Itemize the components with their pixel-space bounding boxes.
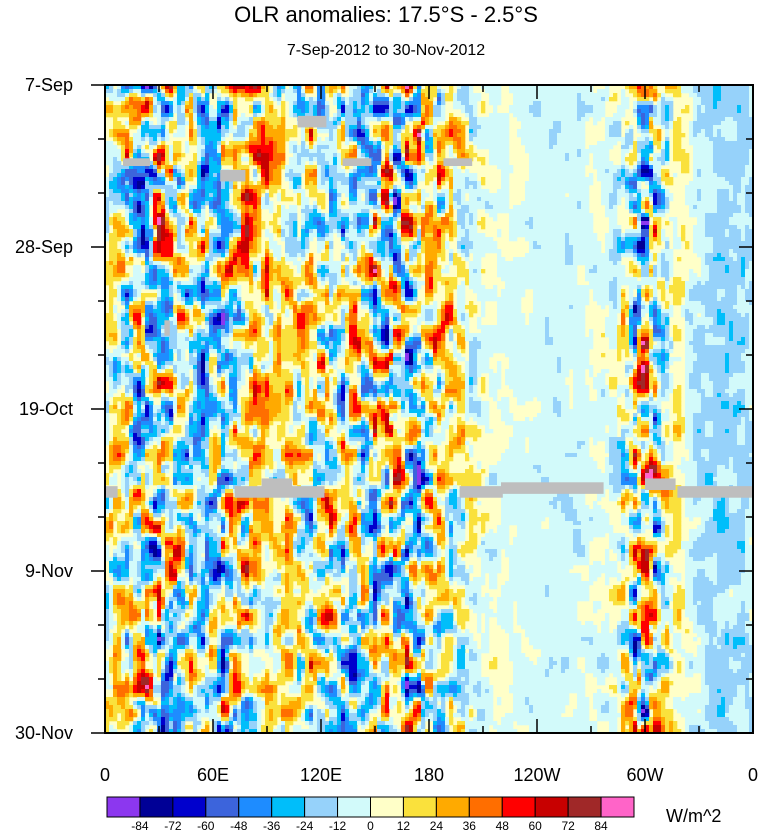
missing-data-patch — [220, 169, 246, 182]
y-axis: 7-Sep 28-Sep 19-Oct 9-Nov 30-Nov — [15, 75, 753, 743]
missing-data-patch — [297, 115, 327, 128]
x-tick-label: 0 — [100, 765, 110, 785]
colorbar-level-label: 24 — [430, 819, 444, 833]
colorbar-level-label: 12 — [397, 819, 411, 833]
colorbar-level-label: 72 — [561, 819, 575, 833]
x-tick-label: 180 — [414, 765, 444, 785]
x-tick-label: 60E — [197, 765, 229, 785]
y-tick-label: 19-Oct — [19, 399, 73, 419]
colorbar-swatch — [139, 796, 174, 818]
missing-data-patch — [501, 482, 604, 494]
missing-data-regions — [105, 115, 753, 498]
y-tick-label: 28-Sep — [15, 237, 73, 257]
colorbar-swatch — [205, 796, 240, 818]
chart-subtitle: 7-Sep-2012 to 30-Nov-2012 — [0, 42, 772, 60]
colorbar-swatch — [501, 796, 536, 818]
colorbar-level-label: -36 — [263, 819, 281, 833]
colorbar-level-label: -72 — [164, 819, 182, 833]
y-tick-label: 7-Sep — [25, 75, 73, 95]
missing-data-patch — [261, 478, 293, 490]
colorbar-swatch — [238, 796, 273, 818]
colorbar-level-label: -48 — [230, 819, 248, 833]
colorbar-level-label: -24 — [296, 819, 314, 833]
colorbar-level-label: 0 — [367, 819, 374, 833]
colorbar-swatch — [534, 796, 569, 818]
x-tick-label: 0 — [748, 765, 758, 785]
colorbar-swatch — [600, 796, 635, 818]
colorbar-swatch — [402, 796, 437, 818]
colorbar-level-label: 60 — [529, 819, 543, 833]
colorbar-unit-label: W/m^2 — [666, 806, 721, 826]
x-tick-label: 120E — [300, 765, 342, 785]
colorbar-level-label: -60 — [197, 819, 215, 833]
colorbar-level-label: -84 — [131, 819, 149, 833]
colorbar-swatch — [337, 796, 371, 818]
missing-data-patch — [443, 158, 473, 166]
colorbar-swatch — [567, 796, 602, 818]
x-axis: 0 60E 120E 180 120W 60W 0 — [100, 85, 758, 785]
chart-title: OLR anomalies: 17.5°S - 2.5°S — [0, 2, 772, 28]
heatmap-field — [105, 85, 753, 733]
colorbar-level-label: 36 — [463, 819, 477, 833]
x-tick-label: 120W — [513, 765, 560, 785]
missing-data-patch — [677, 486, 753, 498]
colorbar-swatch — [271, 796, 306, 818]
missing-data-patch — [342, 158, 372, 166]
missing-data-patch — [123, 158, 150, 166]
colorbar: -84 -72 -60 -48 -36 -24 -12 0 12 24 36 48 60 72 84 W/m^… — [106, 796, 721, 833]
colorbar-swatch — [370, 796, 404, 818]
colorbar-swatch — [172, 796, 207, 818]
y-tick-label: 30-Nov — [15, 723, 73, 743]
colorbar-swatch — [106, 796, 141, 818]
missing-data-patch — [645, 478, 676, 490]
missing-data-patch — [105, 486, 118, 498]
colorbar-swatch — [435, 796, 470, 818]
colorbar-level-label: -12 — [329, 819, 347, 833]
colorbar-level-label: 84 — [594, 819, 608, 833]
colorbar-level-label: 48 — [496, 819, 510, 833]
missing-data-patch — [459, 486, 503, 498]
missing-data-patch — [234, 486, 325, 498]
colorbar-swatch — [304, 796, 339, 818]
x-tick-label: 60W — [626, 765, 663, 785]
colorbar-swatch — [468, 796, 503, 818]
missing-data-patch — [164, 320, 170, 336]
y-tick-label: 9-Nov — [25, 561, 73, 581]
